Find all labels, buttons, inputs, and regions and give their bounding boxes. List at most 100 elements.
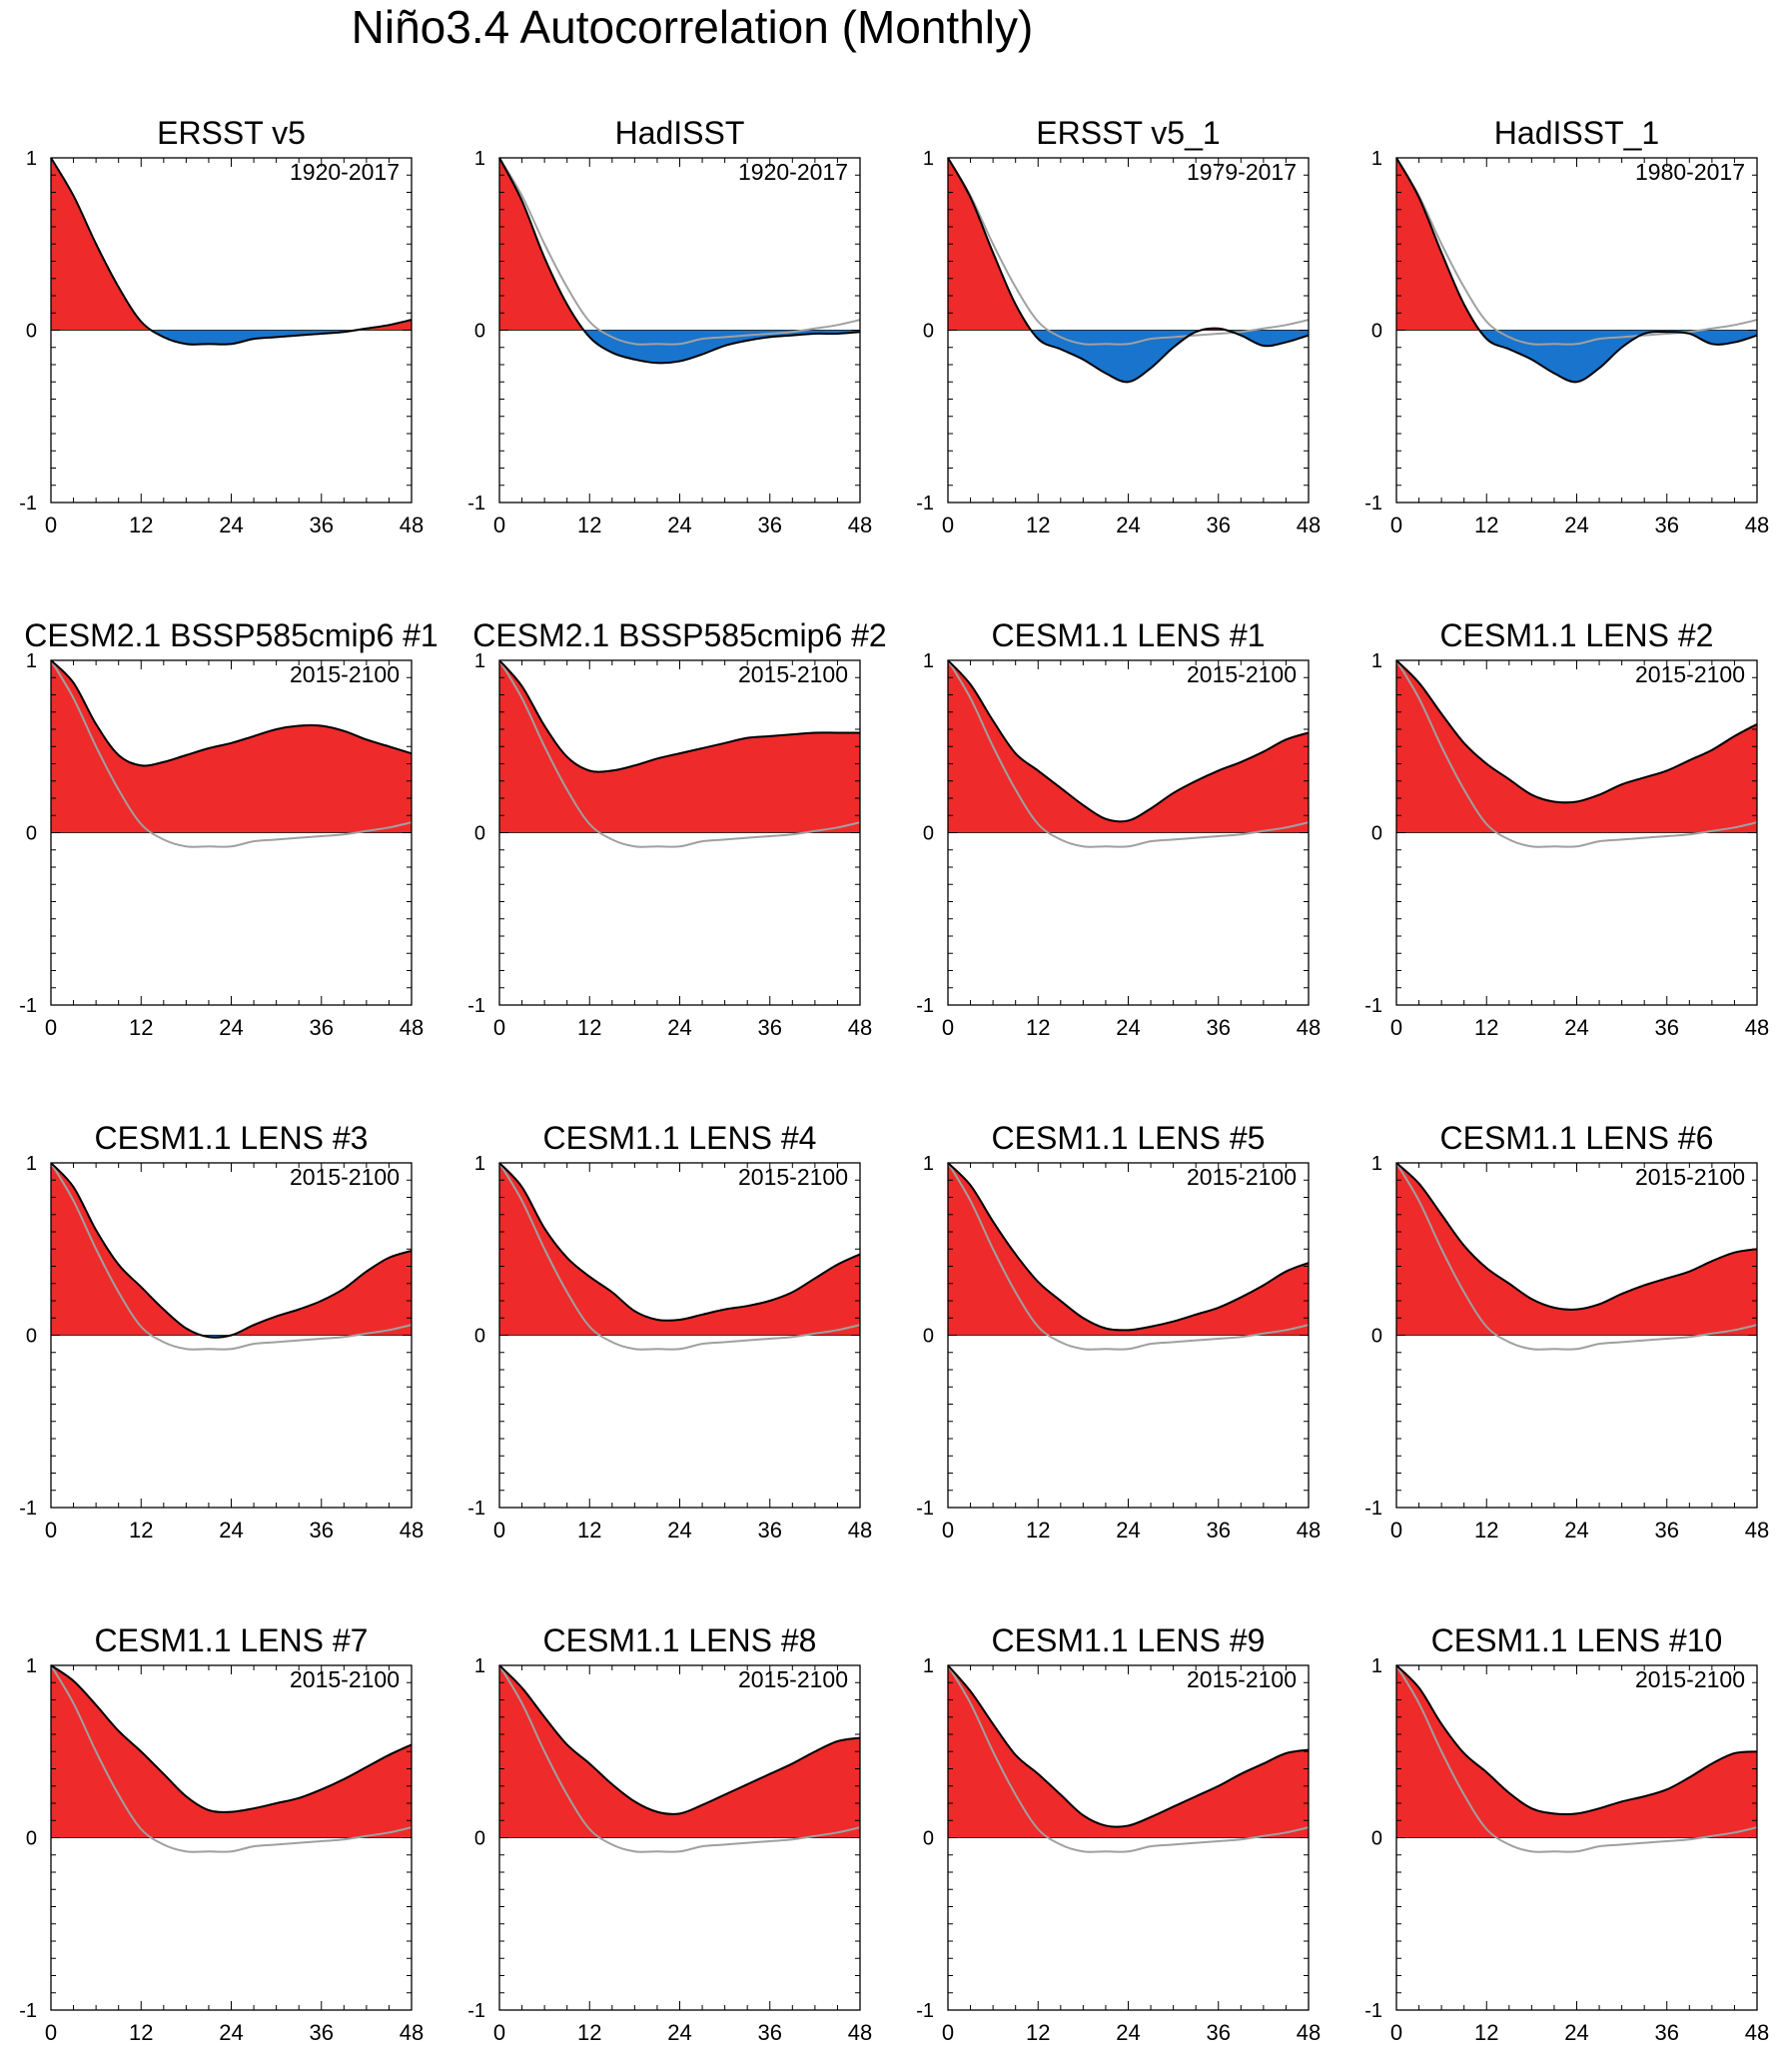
series-line (1395, 157, 1758, 384)
period-label: 2015-2100 (1635, 1164, 1745, 1190)
period-label: 2015-2100 (1187, 1666, 1297, 1692)
positive-area (1396, 1665, 1757, 1838)
y-tick-label: 0 (26, 321, 37, 343)
x-tick-label: 24 (1564, 1518, 1588, 1543)
panel-title: CESM1.1 LENS #10 (1431, 1622, 1723, 1658)
x-tick-label: 0 (942, 2020, 954, 2045)
period-label: 2015-2100 (1187, 1164, 1297, 1190)
x-tick-label: 48 (400, 2020, 424, 2045)
x-tick-label: 12 (577, 1518, 601, 1543)
positive-area (499, 660, 860, 833)
x-tick-label: 12 (1026, 1015, 1050, 1040)
x-tick-label: 24 (667, 1518, 691, 1543)
reference-line (947, 157, 1310, 346)
y-tick-label: 0 (923, 321, 934, 343)
x-tick-label: 36 (310, 513, 334, 537)
y-tick-label: 1 (1371, 650, 1382, 672)
x-tick-label: 36 (1655, 1518, 1679, 1543)
positive-area (51, 1163, 412, 1336)
series-line (498, 659, 860, 773)
y-tick-label: 1 (474, 148, 485, 170)
x-tick-label: 36 (310, 1518, 334, 1543)
period-label: 1920-2017 (290, 159, 400, 185)
panel-title: CESM1.1 LENS #6 (1440, 1120, 1714, 1156)
series-line (947, 1664, 1310, 1828)
negative-area (948, 330, 1309, 383)
panel-16: 1 0 -1 0 12 24 36 48 CESM1.1 LENS #10 2015-2100 (1364, 1622, 1769, 2045)
x-tick-label: 12 (577, 513, 601, 537)
y-tick-label: 0 (1371, 321, 1382, 343)
x-tick-label: 24 (667, 2020, 691, 2045)
x-tick-label: 48 (848, 1518, 872, 1543)
x-tick-label: 24 (219, 2020, 243, 2045)
x-tick-label: 0 (45, 513, 57, 537)
positive-area (499, 1163, 860, 1336)
period-label: 2015-2100 (290, 661, 400, 687)
positive-area (51, 158, 412, 331)
x-tick-label: 36 (1207, 1518, 1231, 1543)
y-tick-label: -1 (1364, 995, 1382, 1017)
x-tick-label: 24 (1116, 1518, 1140, 1543)
y-tick-label: -1 (19, 493, 37, 515)
x-tick-label: 48 (400, 513, 424, 537)
x-tick-label: 36 (310, 1015, 334, 1040)
y-tick-label: -1 (467, 1498, 485, 1520)
y-tick-label: 0 (474, 823, 485, 845)
x-tick-label: 36 (1207, 2020, 1231, 2045)
x-tick-label: 48 (1745, 2020, 1769, 2045)
positive-area (948, 660, 1309, 833)
panel-8: 1 0 -1 0 12 24 36 48 CESM1.1 LENS #2 2015-2100 (1364, 617, 1769, 1040)
panel-10: 1 0 -1 0 12 24 36 48 CESM1.1 LENS #4 2015-2100 (467, 1120, 872, 1543)
x-tick-label: 12 (1026, 2020, 1050, 2045)
panel-5: 1 0 -1 0 12 24 36 48 CESM2.1 BSSP585cmip6 #1 2015… (19, 617, 439, 1040)
panel-title: HadISST_1 (1494, 115, 1659, 151)
positive-area (948, 1163, 1309, 1336)
panel-9: 1 0 -1 0 12 24 36 48 CESM1.1 LENS #3 2015-2100 (19, 1120, 424, 1543)
period-label: 2015-2100 (738, 1164, 848, 1190)
x-tick-label: 0 (1390, 2020, 1402, 2045)
x-tick-label: 48 (1745, 1518, 1769, 1543)
panel-title: CESM1.1 LENS #1 (992, 617, 1266, 653)
x-tick-label: 24 (219, 513, 243, 537)
x-tick-label: 12 (577, 1015, 601, 1040)
x-tick-label: 36 (1207, 1015, 1231, 1040)
series-line (947, 157, 1310, 384)
panel-title: CESM2.1 BSSP585cmip6 #2 (472, 617, 886, 653)
x-tick-label: 48 (1745, 1015, 1769, 1040)
positive-area (1396, 660, 1757, 833)
figure-title: Niño3.4 Autocorrelation (Monthly) (352, 1, 1034, 53)
y-tick-label: -1 (1364, 493, 1382, 515)
positive-area (51, 1665, 412, 1838)
panel-7: 1 0 -1 0 12 24 36 48 CESM1.1 LENS #1 2015-2100 (916, 617, 1321, 1040)
x-tick-label: 36 (1655, 2020, 1679, 2045)
x-tick-label: 24 (1116, 1015, 1140, 1040)
positive-area (1396, 158, 1757, 331)
y-tick-label: 0 (1371, 823, 1382, 845)
x-tick-label: 36 (1655, 1015, 1679, 1040)
x-tick-label: 48 (400, 1518, 424, 1543)
x-tick-label: 48 (1297, 2020, 1321, 2045)
panel-title: ERSST v5_1 (1036, 115, 1220, 151)
positive-area (948, 158, 1309, 331)
y-tick-label: 1 (923, 148, 934, 170)
panel-title: CESM2.1 BSSP585cmip6 #1 (24, 617, 438, 653)
y-tick-label: 1 (923, 1655, 934, 1677)
negative-area (1396, 330, 1757, 383)
reference-line (1395, 157, 1758, 346)
reference-line (498, 157, 861, 346)
period-label: 2015-2100 (738, 1666, 848, 1692)
y-tick-label: 0 (1371, 1326, 1382, 1348)
series-line (947, 1162, 1310, 1332)
y-tick-label: 0 (26, 1828, 37, 1850)
x-tick-label: 36 (310, 2020, 334, 2045)
x-tick-label: 48 (1297, 513, 1321, 537)
reference-line (50, 659, 413, 848)
panel-13: 1 0 -1 0 12 24 36 48 CESM1.1 LENS #7 2015-2100 (19, 1622, 424, 2045)
negative-area (499, 330, 860, 364)
panel-title: CESM1.1 LENS #2 (1440, 617, 1714, 653)
x-tick-label: 0 (1390, 513, 1402, 537)
period-label: 2015-2100 (290, 1666, 400, 1692)
y-tick-label: 0 (474, 1828, 485, 1850)
x-tick-label: 24 (219, 1015, 243, 1040)
